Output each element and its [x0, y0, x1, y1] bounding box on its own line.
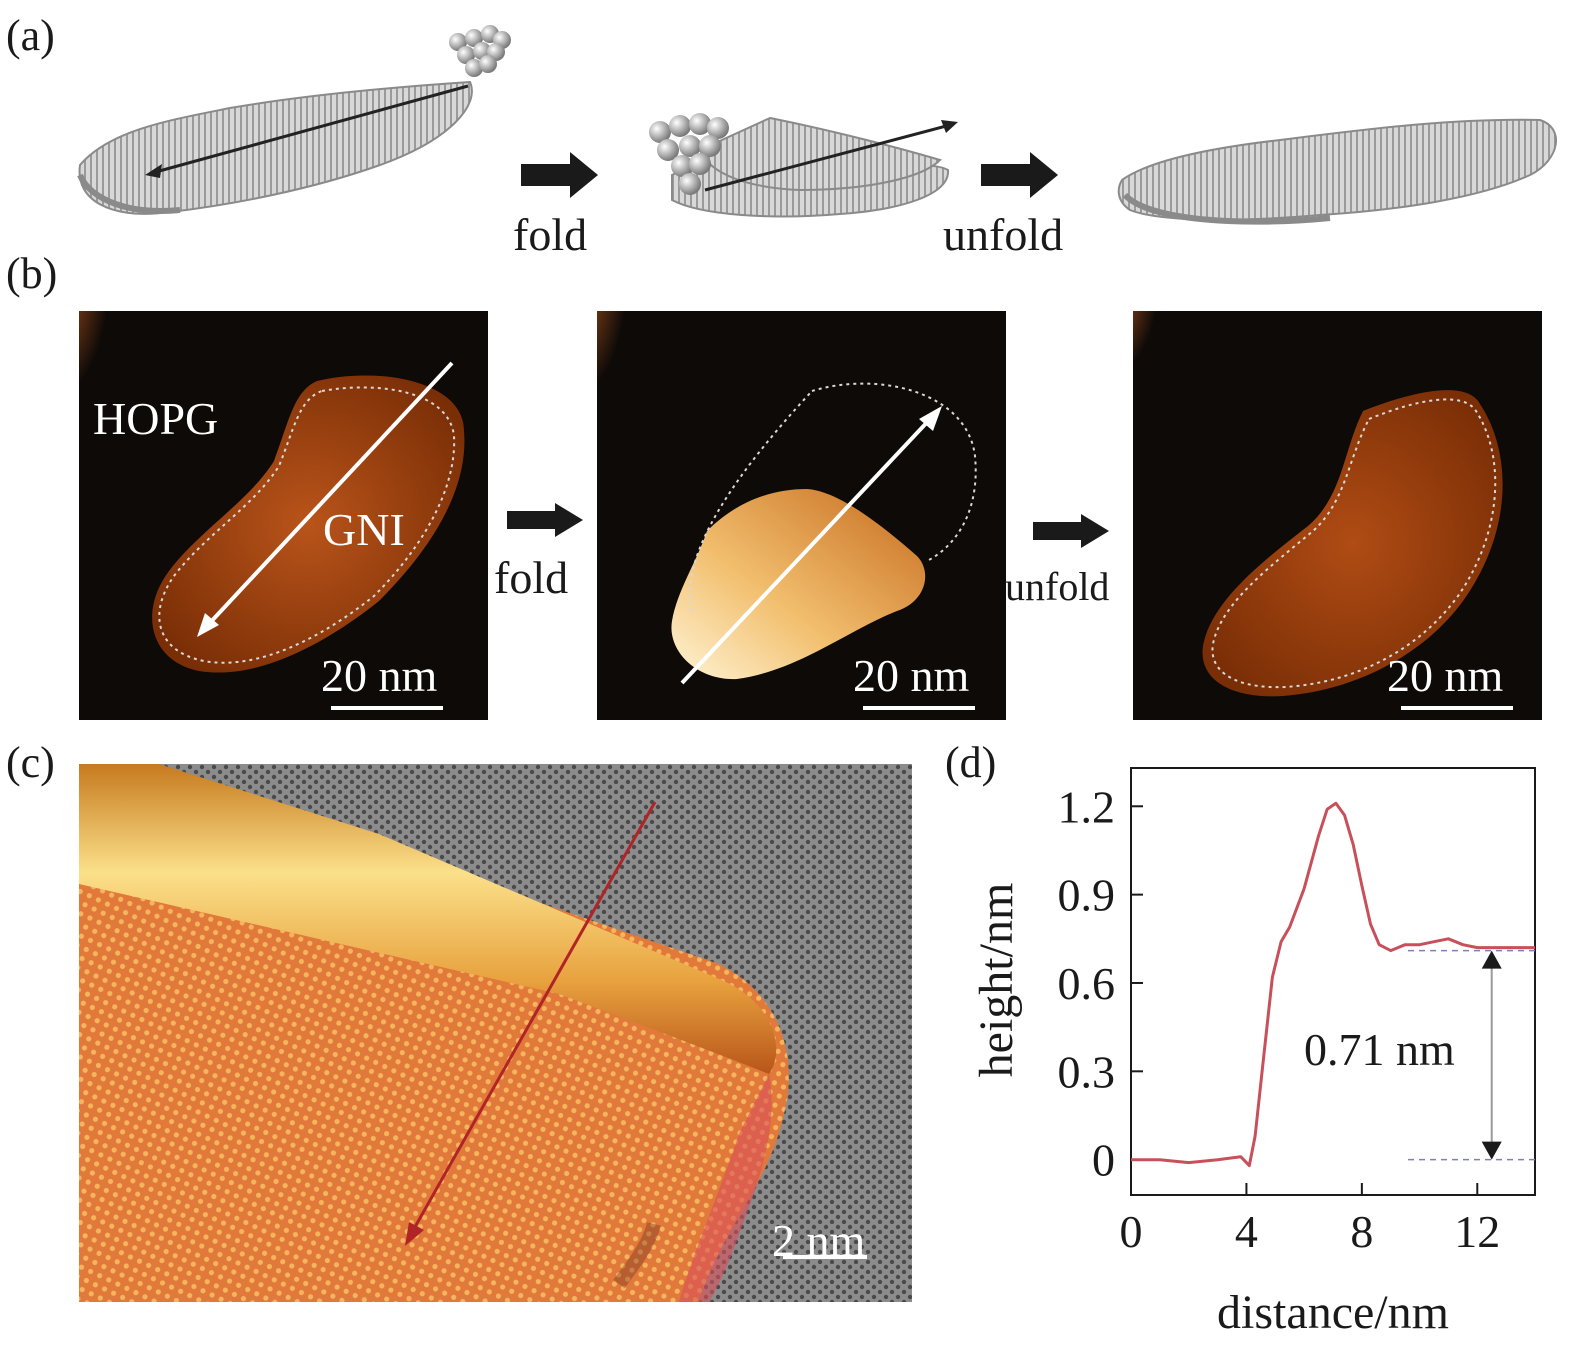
plot-frame	[1130, 767, 1536, 1196]
hopg-label: HOPG	[93, 393, 219, 444]
arrow-head-up-icon	[1481, 950, 1502, 969]
panel-c-label: (c)	[6, 738, 55, 787]
panel-a-schematic	[77, 25, 1557, 225]
x-tick-label: 12	[1454, 1206, 1500, 1257]
scale-bar-label-b2: 20 nm	[853, 650, 970, 701]
unfold-label-b: unfold	[1005, 564, 1110, 609]
arrow-head-down-icon	[1481, 1141, 1502, 1160]
stm-image-unfolded: 20 nm	[1133, 311, 1542, 720]
y-axis-label: height/nm	[970, 883, 1023, 1078]
x-tick-label: 0	[1120, 1206, 1143, 1257]
unfold-label-a: unfold	[943, 209, 1064, 260]
stm-image-folded-drawing	[597, 311, 977, 710]
unfold-arrow-a	[981, 152, 1058, 198]
fold-arrow-b	[507, 503, 583, 537]
y-tick-label: 0.3	[1058, 1046, 1116, 1097]
x-tick-label: 8	[1350, 1206, 1373, 1257]
stm-atomic-image: 2 nm	[79, 764, 912, 1302]
panel-b-label: (b)	[6, 249, 58, 298]
graphene-sheet-folded	[671, 116, 958, 218]
x-axis-label: distance/nm	[1217, 1286, 1449, 1339]
x-tick-label: 4	[1235, 1206, 1258, 1257]
tip-cluster-a2	[649, 113, 729, 195]
panel-d-label: (d)	[945, 738, 997, 787]
y-tick-label: 0.6	[1058, 958, 1116, 1009]
scale-bar-label-b1: 20 nm	[321, 650, 438, 701]
fold-arrow-a	[521, 152, 598, 198]
stm-image-unfolded-drawing	[1133, 311, 1513, 710]
stm-image-initial-drawing	[79, 311, 465, 710]
unfold-arrow-b	[1033, 514, 1109, 548]
y-tick-label: 0.9	[1058, 870, 1116, 921]
fold-label-b: fold	[494, 552, 569, 603]
graphene-sheet-unfolded	[1117, 118, 1557, 225]
stm-image-initial: HOPG GNI 20 nm	[79, 311, 488, 720]
gni-label: GNI	[323, 504, 405, 555]
y-tick-label: 1.2	[1058, 781, 1116, 832]
stm-atomic-image-drawing	[79, 764, 912, 1302]
height-annotation-label: 0.71 nm	[1304, 1024, 1455, 1075]
fold-label-a: fold	[513, 209, 588, 260]
stm-image-folded: 20 nm	[597, 311, 1006, 720]
height-profile-line	[1131, 801, 1535, 1168]
graphene-sheet-initial	[77, 80, 473, 215]
tip-cluster-a1	[449, 25, 511, 77]
scale-bar-label-b3: 20 nm	[1387, 650, 1504, 701]
panel-a-label: (a)	[6, 11, 55, 60]
y-tick-label: 0	[1092, 1135, 1115, 1186]
scale-bar-label-c: 2 nm	[772, 1215, 866, 1266]
